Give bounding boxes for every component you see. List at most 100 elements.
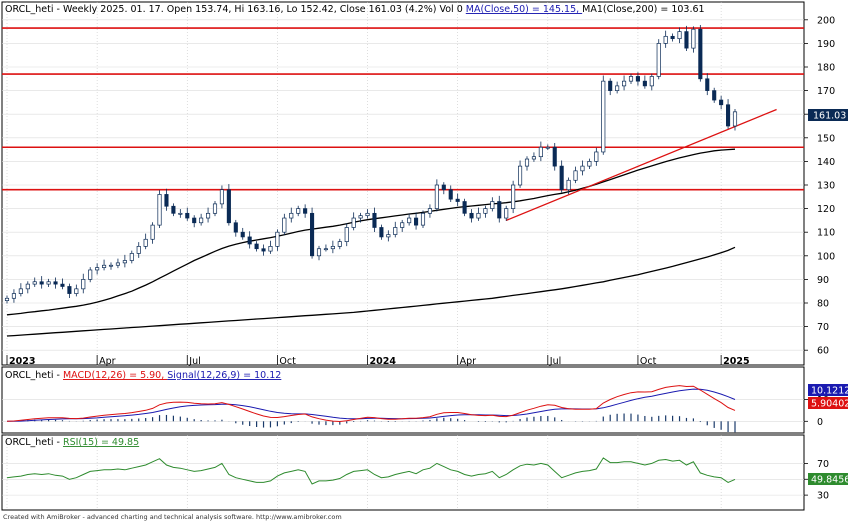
candle-body: [275, 231, 280, 247]
candles: [4, 24, 738, 304]
y-tick-label: 60: [817, 346, 829, 357]
candle-body: [490, 201, 495, 209]
candle-body: [95, 267, 100, 271]
candle-body: [656, 43, 661, 77]
ma50-path: [6, 148, 736, 316]
price-tag: 161.03: [808, 109, 848, 122]
signal-line: [6, 388, 736, 422]
y-tick-label: 170: [817, 86, 835, 97]
candle-body: [726, 104, 731, 127]
y-tick-label: 200: [817, 15, 835, 26]
candle-body: [386, 234, 391, 238]
rsi-tag: 49.8456: [808, 473, 850, 486]
candle-body: [226, 189, 231, 224]
candle-body: [261, 248, 266, 252]
resistance-lines: [2, 27, 804, 191]
candle-body: [552, 146, 557, 167]
x-tick-label: 2024: [370, 356, 397, 367]
candle-body: [420, 212, 426, 226]
candle-body: [649, 76, 654, 87]
price-y-axis: 2001901801701601501401301201101009080706…: [804, 15, 835, 357]
footer-credit: Created with AmiBroker - advanced charti…: [3, 513, 342, 521]
candle-body: [691, 28, 696, 49]
candle-body: [497, 201, 502, 219]
y-tick-label: 80: [817, 299, 829, 310]
svg-text:5.90402: 5.90402: [811, 399, 850, 410]
candle-body: [60, 283, 65, 287]
x-tick-label: Oct: [279, 356, 296, 367]
svg-text:49.8456: 49.8456: [811, 475, 850, 486]
candle-body: [448, 189, 453, 200]
candle-body: [11, 293, 16, 299]
candle-body: [524, 158, 530, 167]
candle-body: [136, 246, 141, 254]
candle-body: [469, 212, 474, 219]
candle-body: [199, 217, 204, 224]
candle-body: [427, 208, 432, 214]
rsi-title: ORCL_heti - RSI(15) = 49.85: [5, 437, 139, 448]
candle-body: [566, 179, 571, 191]
y-tick-label: 0: [817, 417, 823, 428]
rsi-path: [6, 457, 736, 485]
macd-grid: [2, 399, 804, 422]
candle-body: [219, 189, 224, 205]
macd-panel: [1, 366, 805, 434]
candle-body: [379, 227, 384, 238]
y-tick-label: 70: [817, 459, 829, 470]
candle-body: [531, 156, 536, 160]
candle-body: [108, 264, 114, 267]
x-tick-label: Jul: [549, 356, 561, 367]
candle-body: [712, 90, 717, 101]
candle-body: [18, 288, 23, 294]
candle-body: [372, 212, 377, 228]
candle-body: [254, 243, 259, 250]
candle-body: [455, 198, 460, 202]
candle-body: [358, 215, 363, 219]
candle-body: [25, 283, 30, 290]
candle-body: [476, 212, 481, 219]
candle-body: [483, 208, 488, 214]
candle-body: [608, 80, 613, 91]
macd-histogram: [13, 413, 736, 433]
candle-body: [407, 217, 412, 224]
candle-body: [622, 80, 627, 87]
candle-body: [289, 212, 294, 219]
candle-body: [39, 281, 44, 285]
y-tick-label: 90: [817, 275, 829, 286]
candle-body: [178, 212, 183, 215]
candle-body: [157, 194, 162, 226]
candle-body: [316, 248, 322, 257]
svg-text:10.1212: 10.1212: [811, 386, 850, 397]
date-axis: 2023 Apr Jul Oct 2024 Apr Jul Oct 2025: [6, 355, 750, 367]
candle-body: [400, 222, 405, 228]
candle-body: [594, 151, 599, 162]
y-tick-label: 190: [817, 39, 835, 50]
candle-body: [164, 194, 169, 207]
candle-body: [323, 248, 328, 251]
macd-title: ORCL_heti - MACD(12,26) = 5.90, Signal(1…: [5, 370, 281, 381]
y-tick-label: 110: [817, 228, 835, 239]
candle-body: [587, 161, 592, 167]
candle-body: [351, 217, 356, 228]
macd-line: [6, 385, 736, 423]
y-tick-label: 150: [817, 133, 835, 144]
candle-body: [53, 281, 58, 285]
candle-body: [684, 31, 689, 49]
candle-body: [192, 217, 197, 224]
candle-body: [545, 146, 550, 149]
candle-body: [32, 281, 37, 285]
macd-tag: 5.90402: [808, 397, 850, 410]
candle-body: [150, 224, 155, 240]
candle-body: [171, 205, 176, 214]
price-grid: [2, 2, 804, 432]
candle-body: [212, 203, 218, 214]
x-tick-label: 2023: [9, 356, 35, 367]
candle-body: [518, 165, 523, 186]
candle-body: [732, 111, 738, 127]
candle-body: [538, 146, 543, 158]
candle-body: [46, 281, 51, 285]
y-tick-label: 70: [817, 322, 829, 333]
candle-body: [365, 212, 370, 217]
signal-path: [6, 388, 736, 422]
